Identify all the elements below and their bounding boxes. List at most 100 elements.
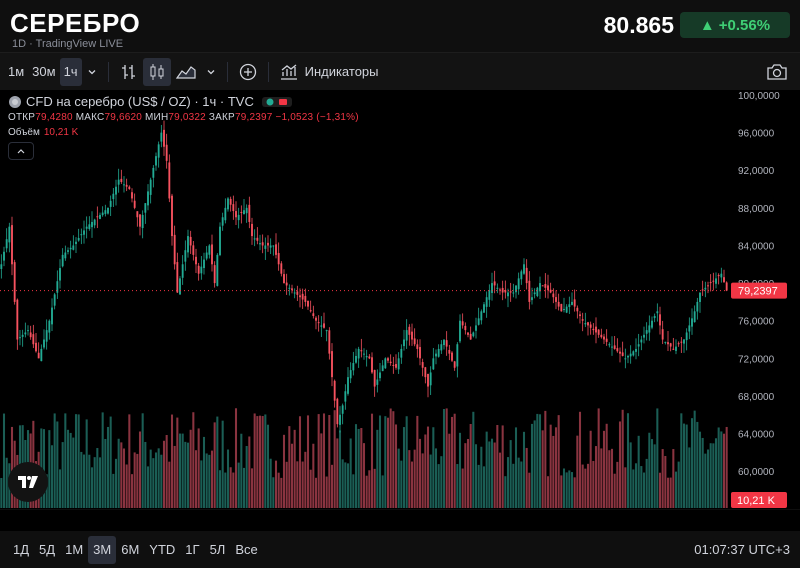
range-1d-button[interactable]: 1Д [13, 542, 30, 557]
candle-body [709, 282, 712, 284]
candle-body [331, 351, 333, 378]
volume-bar [144, 441, 147, 508]
volume-bar [640, 466, 643, 508]
candle-body [373, 369, 376, 387]
legend-collapse-button[interactable] [8, 142, 34, 160]
volume-bar [208, 454, 211, 508]
indicators-button[interactable]: Индикаторы [275, 58, 383, 86]
candle-body [304, 295, 307, 302]
market-status[interactable] [261, 96, 292, 107]
interval-30m-button[interactable]: 30м [32, 64, 56, 79]
candle-body [656, 311, 659, 314]
candle-body [712, 280, 715, 282]
volume-bar [650, 439, 654, 508]
candle-body [328, 330, 331, 354]
candle-body [475, 325, 477, 331]
volume-bar [666, 477, 670, 508]
candle-body [131, 192, 133, 199]
range-5d-button[interactable]: 5Д [39, 542, 56, 557]
candle-body [643, 334, 645, 338]
range-ytd-button[interactable]: YTD [149, 542, 176, 557]
volume-bar [237, 462, 240, 508]
volume-bar [205, 453, 208, 508]
candle-body [200, 266, 203, 274]
volume-bar [213, 422, 216, 508]
range-1y-button[interactable]: 1Г [185, 542, 200, 557]
volume-bar [725, 426, 728, 508]
volume-bar [701, 437, 704, 508]
candle-body [224, 207, 227, 221]
volume-bar [53, 413, 56, 508]
candle-body [197, 265, 200, 274]
candle-body [203, 259, 205, 269]
price-chart[interactable]: 100,000096,000092,000088,000084,000080,0… [0, 90, 800, 510]
volume-bar [573, 477, 576, 508]
volume-bar [176, 417, 179, 508]
snapshot-button[interactable] [762, 58, 792, 86]
candle-body [237, 214, 240, 221]
candle-body [83, 230, 85, 235]
bars-chart-button[interactable] [115, 58, 143, 86]
range-3m-button[interactable]: 3М [88, 535, 117, 564]
tradingview-logo[interactable] [8, 462, 48, 502]
candle-body [155, 156, 157, 166]
candle-body [563, 308, 565, 311]
volume-bar [648, 432, 651, 508]
volume-bar [341, 459, 344, 508]
price-tick-label: 100,0000 [738, 91, 780, 102]
volume-bar [568, 470, 571, 508]
volume-bar [637, 435, 640, 508]
candle-body [19, 337, 21, 339]
legend-symbol[interactable]: CFD на серебро (US$ / OZ) · 1ч · TVC [26, 94, 254, 109]
chart-canvas[interactable]: 100,000096,000092,000088,000084,000080,0… [0, 90, 800, 510]
candle-body [629, 353, 632, 357]
candle-body [99, 214, 101, 219]
volume-bar [720, 431, 723, 508]
candle-body [149, 179, 152, 195]
candle-body [421, 362, 424, 368]
range-6m-button[interactable]: 6М [121, 542, 140, 557]
candle-body [451, 352, 453, 361]
range-all-button[interactable]: Все [235, 542, 258, 557]
volume-bar [696, 421, 699, 508]
volume-bar [466, 438, 470, 508]
candle-body [704, 287, 707, 290]
candle-body [717, 275, 720, 277]
utc-clock[interactable]: 01:07:37 UTC+3 [694, 542, 790, 557]
volume-bar [698, 431, 702, 508]
volume-bar [624, 467, 627, 508]
volume-bar [530, 423, 534, 508]
candle-body [365, 355, 368, 358]
candle-body [509, 291, 512, 293]
change-badge: ▲ +0.56% [680, 12, 790, 38]
plus-circle-icon [239, 63, 256, 80]
volume-bar [157, 448, 160, 508]
interval-1h-button[interactable]: 1ч [59, 57, 82, 86]
candles-chart-button[interactable] [142, 57, 171, 86]
chart-type-dropdown-button[interactable] [201, 58, 221, 86]
volume-bar [538, 414, 542, 508]
candle-body [456, 344, 459, 367]
volume-bar [386, 417, 390, 508]
volume-bar [280, 477, 283, 508]
range-5y-button[interactable]: 5Л [209, 542, 226, 557]
volume-bar [45, 474, 48, 508]
area-chart-button[interactable] [171, 58, 201, 86]
interval-1m-button[interactable]: 1м [8, 64, 25, 79]
candle-body [496, 287, 499, 289]
candle-body [221, 217, 224, 226]
range-1m-button[interactable]: 1М [65, 542, 84, 557]
volume-bar [392, 411, 395, 508]
candle-body [357, 348, 360, 359]
candle-body [64, 252, 67, 259]
candle-body [280, 263, 283, 274]
volume-bar [429, 454, 432, 508]
price-tick-label: 64,0000 [738, 430, 775, 441]
volume-bar [549, 424, 552, 508]
interval-dropdown-button[interactable] [82, 58, 102, 86]
compare-add-button[interactable] [234, 58, 262, 86]
toolbar-divider [107, 61, 109, 82]
volume-bar [226, 449, 230, 508]
indicators-icon [280, 63, 297, 80]
volume-bar [61, 442, 64, 508]
